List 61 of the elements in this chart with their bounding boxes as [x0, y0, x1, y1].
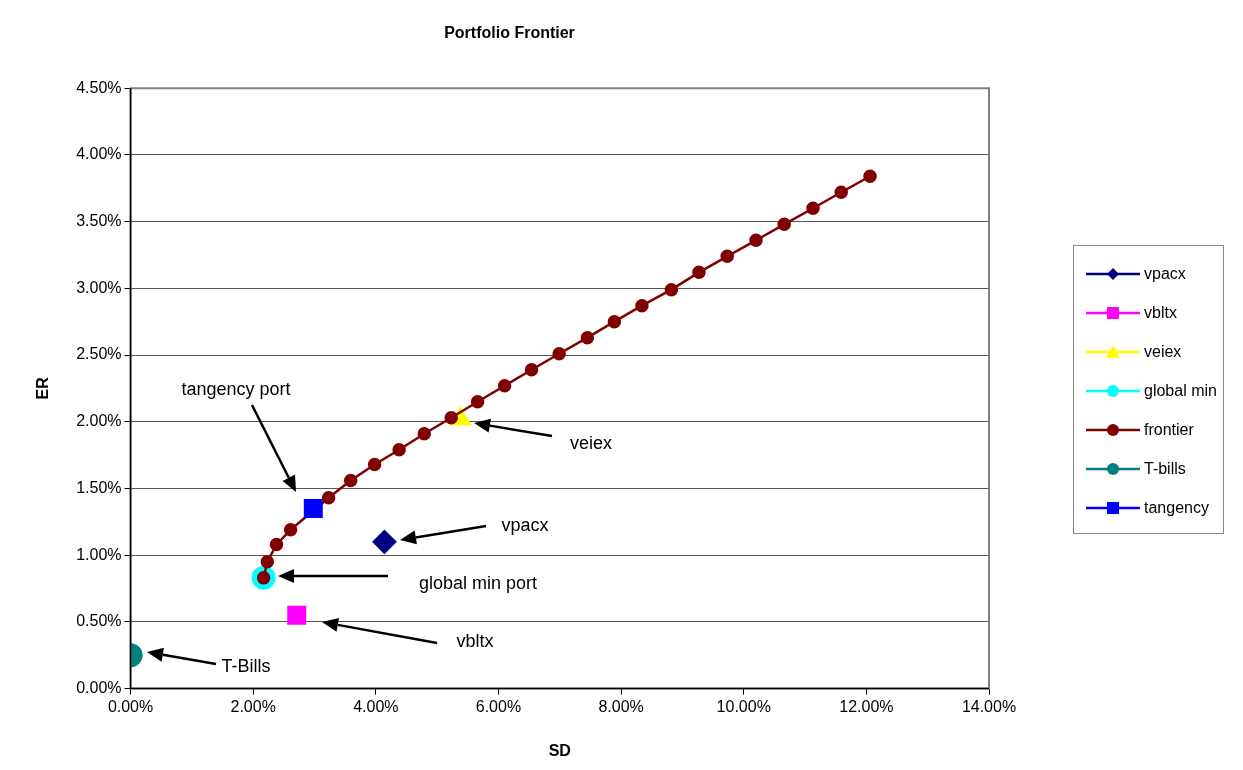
legend-label: veiex	[1144, 342, 1182, 361]
point	[303, 499, 323, 518]
y-tick-label: 2.00%	[76, 412, 122, 430]
y-tick-label: 4.00%	[76, 145, 122, 163]
point	[749, 233, 763, 248]
x-tick-label: 2.00%	[230, 697, 276, 715]
annotation: T-Bills	[221, 655, 271, 676]
point	[863, 169, 877, 184]
point	[372, 529, 397, 554]
legend-label: global min	[1144, 381, 1217, 400]
y-tick-label: 0.50%	[76, 612, 122, 630]
x-tick-label: 6.00%	[475, 697, 522, 715]
point	[497, 378, 512, 393]
legend-label: vbltx	[1144, 303, 1177, 322]
annotation: vbltx	[456, 630, 494, 651]
annotation: veiex	[569, 432, 613, 453]
legend-label: T-bills	[1144, 459, 1186, 478]
x-axis-title: SD	[548, 741, 571, 759]
point	[417, 427, 432, 441]
point	[720, 249, 734, 264]
point	[367, 457, 382, 472]
x-tick-label: 14.00%	[961, 697, 1017, 715]
point	[692, 265, 706, 280]
y-tick-label: 3.00%	[76, 278, 122, 296]
legend-label: frontier	[1144, 420, 1194, 439]
point	[343, 473, 358, 488]
point	[392, 443, 406, 457]
point	[607, 314, 622, 329]
point	[664, 282, 679, 297]
point	[260, 555, 275, 569]
point	[444, 411, 458, 425]
annotation: vpacx	[501, 514, 549, 535]
x-tick-label: 10.00%	[716, 697, 771, 715]
legend-label: tangency	[1144, 498, 1209, 517]
x-tick-label: 8.00%	[598, 697, 644, 715]
point	[635, 298, 649, 313]
point	[524, 362, 539, 377]
point	[806, 201, 820, 216]
point	[269, 537, 284, 552]
annotation: global min port	[418, 572, 538, 593]
point	[321, 491, 336, 505]
y-axis-title: ER	[34, 376, 52, 400]
point	[777, 217, 791, 232]
point	[834, 185, 848, 200]
y-tick-label: 0.00%	[76, 679, 122, 697]
legend-label: vpacx	[1144, 264, 1186, 283]
point	[580, 330, 595, 345]
point	[552, 346, 566, 361]
point	[470, 394, 485, 409]
x-tick-label: 0.00%	[107, 697, 154, 715]
y-tick-label: 2.50%	[76, 345, 122, 363]
annotation: tangency port	[181, 378, 291, 399]
y-tick-label: 4.50%	[76, 78, 122, 96]
y-tick-label: 3.50%	[76, 212, 122, 230]
point	[283, 523, 298, 537]
x-tick-label: 4.00%	[353, 697, 399, 715]
y-tick-label: 1.00%	[76, 545, 122, 563]
y-tick-label: 1.50%	[76, 478, 122, 496]
chart-title: Portfolio Frontier	[444, 24, 575, 42]
point	[287, 605, 307, 625]
x-tick-label: 12.00%	[839, 697, 894, 715]
